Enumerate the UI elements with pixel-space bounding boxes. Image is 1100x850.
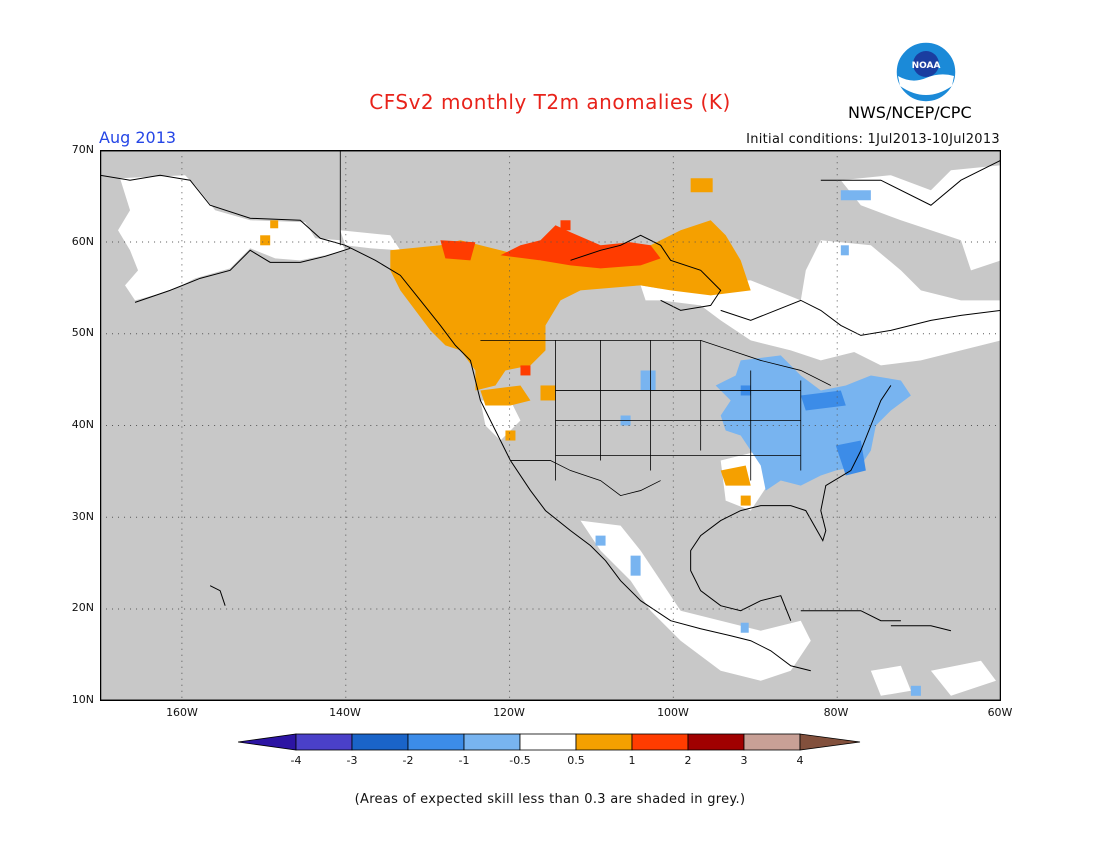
colorbar-label-neg4: -4 xyxy=(290,754,302,767)
colorbar-segment-3-2 xyxy=(351,733,409,751)
neutral-anomaly-regions xyxy=(118,165,1001,696)
lat-tick-10n: 10N xyxy=(71,693,94,706)
map-frame xyxy=(100,150,1001,701)
lon-tick-80w: 80W xyxy=(823,706,849,719)
positive-anomaly-regions-orange xyxy=(260,178,751,506)
valid-month-label: Aug 2013 xyxy=(99,128,177,147)
svg-text:NOAA: NOAA xyxy=(912,61,941,71)
chart-title: CFSv2 monthly T2m anomalies (K) xyxy=(369,90,731,114)
lat-tick-70n: 70N xyxy=(71,143,94,156)
coastlines xyxy=(100,159,1001,672)
lon-tick-140w: 140W xyxy=(329,706,361,719)
lat-tick-60n: 60N xyxy=(71,235,94,248)
colorbar-label-pos2: 2 xyxy=(684,754,692,767)
colorbar-segment-1-05 xyxy=(463,733,521,751)
colorbar-segment-4-3 xyxy=(295,733,353,751)
colorbar-label-pos05: 0.5 xyxy=(567,754,585,767)
lon-tick-120w: 120W xyxy=(493,706,525,719)
colorbar-label-pos1: 1 xyxy=(628,754,636,767)
colorbar-label-neg2: -2 xyxy=(402,754,414,767)
colorbar-segment-3-4 xyxy=(743,733,801,751)
lat-tick-30n: 30N xyxy=(71,510,94,523)
colorbar-segment-1-2 xyxy=(631,733,689,751)
lat-tick-40n: 40N xyxy=(71,418,94,431)
colorbar-label-neg1: -1 xyxy=(458,754,470,767)
initial-conditions-label: Initial conditions: 1Jul2013-10Jul2013 xyxy=(746,132,1000,147)
colorbar-segment-05-1 xyxy=(575,733,633,751)
skill-footnote: (Areas of expected skill less than 0.3 a… xyxy=(354,792,746,807)
colorbar-segment-05-05 xyxy=(519,733,577,751)
noaa-logo-icon: NOAA xyxy=(895,41,957,103)
graticule xyxy=(100,150,1001,701)
colorbar-label-pos3: 3 xyxy=(740,754,748,767)
agency-label: NWS/NCEP/CPC xyxy=(848,103,972,122)
lat-tick-50n: 50N xyxy=(71,326,94,339)
lon-tick-100w: 100W xyxy=(657,706,689,719)
colorbar-label-neg05: -0.5 xyxy=(509,754,531,767)
lon-tick-160w: 160W xyxy=(166,706,198,719)
anomaly-map xyxy=(100,150,1001,701)
colorbar-segment-gt-4 xyxy=(799,733,861,751)
colorbar-label-pos4: 4 xyxy=(796,754,804,767)
colorbar-segment-lt-4 xyxy=(238,733,297,751)
colorbar-segment-2-3 xyxy=(687,733,745,751)
colorbar-segment-2-1 xyxy=(407,733,465,751)
colorbar-label-neg3: -3 xyxy=(346,754,358,767)
colorbar xyxy=(238,733,861,751)
negative-anomaly-regions-medium xyxy=(740,385,866,476)
lat-tick-20n: 20N xyxy=(71,601,94,614)
positive-anomaly-regions-red xyxy=(440,220,661,376)
lon-tick-60w: 60W xyxy=(987,706,1013,719)
political-borders xyxy=(339,150,831,497)
